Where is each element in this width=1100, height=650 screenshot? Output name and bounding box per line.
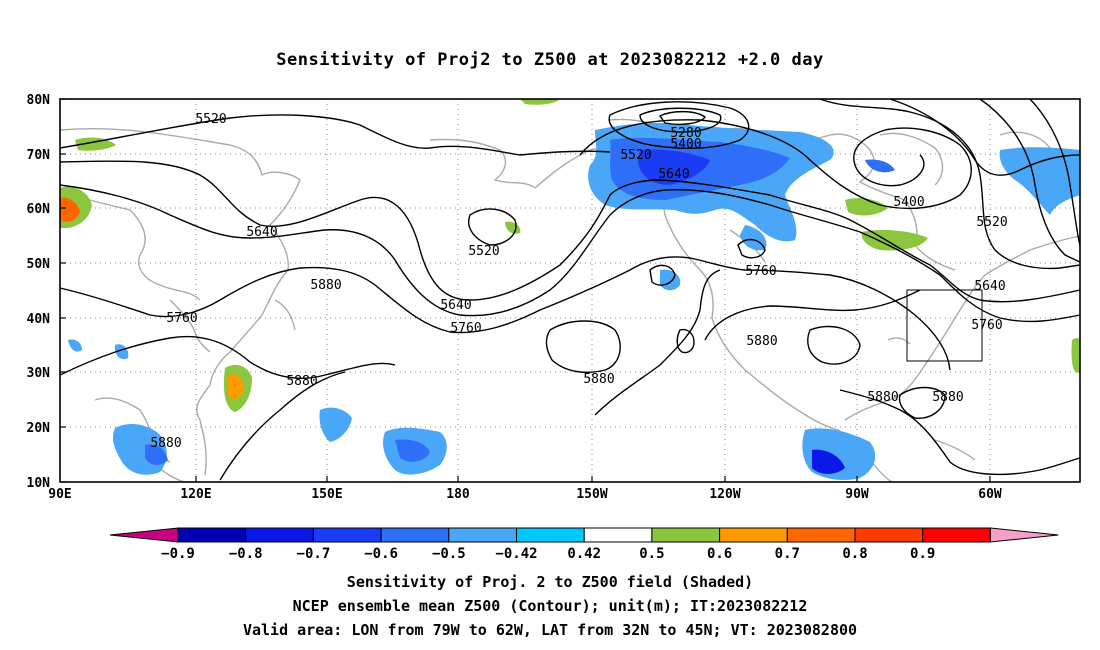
- lat-label: 80N: [27, 93, 51, 108]
- valid-area-box: [906, 289, 983, 362]
- colorbar-label: 0.8: [842, 546, 867, 562]
- axis-ticks: [60, 98, 991, 483]
- footer-line-3: Valid area: LON from 79W to 62W, LAT fro…: [242, 621, 858, 639]
- colorbar-label: −0.8: [229, 546, 263, 562]
- colorbar-swatch: [922, 527, 991, 543]
- lon-label: 120E: [180, 487, 211, 502]
- contour-label: 5880: [867, 390, 898, 405]
- contour-label: 5640: [440, 298, 471, 313]
- contour-label: 5280: [670, 126, 701, 141]
- colorbar-arrow-right: [989, 527, 1059, 543]
- lat-label: 70N: [27, 148, 51, 163]
- contour-label: 5760: [166, 311, 197, 326]
- lon-label: 180: [446, 487, 470, 502]
- contour-label: 5640: [658, 167, 689, 182]
- colorbar-swatch: [719, 527, 788, 543]
- longitude-labels: 90E 120E 150E 180 150W 120W 90W 60W: [48, 487, 1002, 502]
- lon-label: 90W: [845, 487, 869, 502]
- contour-label: 5880: [583, 372, 614, 387]
- lat-label: 10N: [27, 476, 51, 491]
- colorbar-swatch: [516, 527, 585, 543]
- contour-label: 5520: [620, 148, 651, 163]
- colorbar-arrow-left: [109, 527, 179, 543]
- lat-label: 20N: [27, 421, 51, 436]
- colorbar-swatch: [245, 527, 314, 543]
- footer-line-1: Sensitivity of Proj. 2 to Z500 field (Sh…: [346, 573, 754, 591]
- contour-label: 5760: [450, 321, 481, 336]
- contour-labels: 5520 5520 5520 5520 5280 5400 5400 5640 …: [150, 112, 1007, 451]
- contour-label: 5760: [745, 264, 776, 279]
- contour-label: 5520: [976, 215, 1007, 230]
- colorbar: −0.9 −0.8 −0.7 −0.6 −0.5 −0.42 0.42 0.5 0.6 0.7 0.…: [109, 527, 1059, 562]
- footer-line-2: NCEP ensemble mean Z500 (Contour); unit(…: [292, 597, 808, 615]
- colorbar-swatch: [786, 527, 856, 543]
- colorbar-swatch: [854, 527, 924, 543]
- colorbar-label: −0.9: [161, 546, 195, 562]
- colorbar-swatch: [312, 527, 382, 543]
- lon-label: 120W: [709, 487, 740, 502]
- colorbar-swatch: [380, 527, 450, 543]
- contour-label: 5520: [195, 112, 226, 127]
- contour-label: 5880: [310, 278, 341, 293]
- contour-label: 5400: [670, 137, 701, 152]
- colorbar-label: 0.9: [910, 546, 935, 562]
- colorbar-label: −0.5: [432, 546, 466, 562]
- z500-contours: [59, 98, 1081, 481]
- shaded-sensitivity: [60, 99, 1080, 480]
- lat-label: 60N: [27, 202, 51, 217]
- colorbar-swatch: [583, 527, 653, 543]
- plot-title: Sensitivity of Proj2 to Z500 at 20230822…: [276, 50, 824, 70]
- colorbar-label: 0.7: [775, 546, 800, 562]
- lat-label: 40N: [27, 312, 51, 327]
- colorbar-label: 0.5: [639, 546, 664, 562]
- lon-label: 90E: [48, 487, 71, 502]
- colorbar-swatch: [651, 527, 721, 543]
- lon-label: 60W: [978, 487, 1002, 502]
- colorbar-label: 0.6: [707, 546, 732, 562]
- colorbar-label: −0.6: [364, 546, 398, 562]
- contour-label: 5880: [150, 436, 181, 451]
- colorbar-swatch: [448, 527, 517, 543]
- contour-label: 5880: [286, 374, 317, 389]
- contour-label: 5760: [971, 318, 1002, 333]
- lat-label: 30N: [27, 366, 51, 381]
- colorbar-swatch: [177, 527, 247, 543]
- colorbar-label: 0.42: [567, 546, 601, 562]
- colorbar-label: −0.42: [495, 546, 537, 562]
- latitude-labels: 80N 70N 60N 50N 40N 30N 20N 10N: [27, 93, 51, 491]
- contour-label: 5640: [246, 225, 277, 240]
- lon-label: 150E: [311, 487, 342, 502]
- contour-label: 5880: [932, 390, 963, 405]
- colorbar-label: −0.7: [297, 546, 331, 562]
- map-frame: [59, 98, 1081, 483]
- contour-label: 5400: [893, 195, 924, 210]
- lon-label: 150W: [576, 487, 607, 502]
- lat-label: 50N: [27, 257, 51, 272]
- contour-label: 5520: [468, 244, 499, 259]
- contour-label: 5880: [746, 334, 777, 349]
- contour-label: 5640: [974, 279, 1005, 294]
